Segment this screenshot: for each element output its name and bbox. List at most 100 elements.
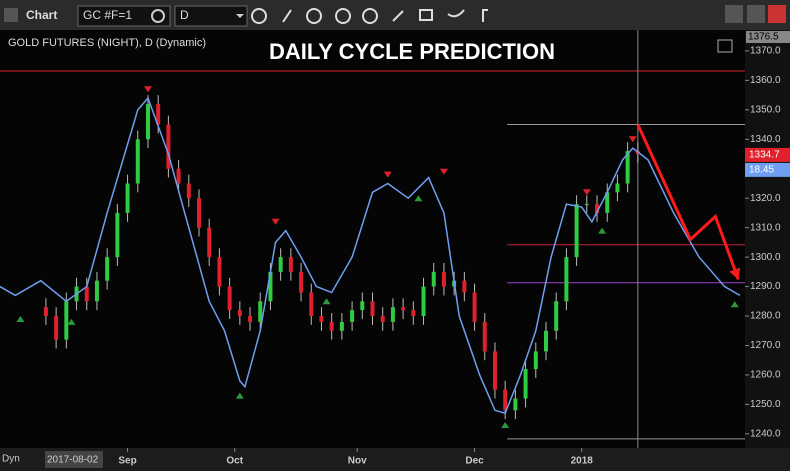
candle-body — [503, 389, 508, 411]
symbol-menu[interactable] — [151, 9, 165, 23]
top-signal — [439, 168, 448, 175]
candle-body — [43, 307, 48, 317]
candle-body — [329, 321, 334, 331]
candle-body — [339, 321, 344, 331]
candle-body — [115, 212, 120, 258]
candle-body — [84, 286, 89, 302]
bottom-signal — [67, 318, 76, 325]
symbol-box[interactable] — [77, 5, 171, 27]
top-signal — [143, 86, 152, 93]
cursor-date: 2017-08-02 — [47, 455, 99, 466]
candle-body — [135, 139, 140, 184]
candle-body — [462, 280, 467, 293]
x-tick-label: Dec — [465, 456, 484, 467]
cycle-line — [0, 96, 741, 415]
candle-body — [248, 316, 253, 322]
candle-body — [421, 286, 426, 317]
y-tick-label: 1300.0 — [750, 252, 781, 263]
bottom-signal — [598, 227, 607, 234]
y-tick-label: 1240.0 — [750, 429, 781, 440]
y-tick-label: 1260.0 — [750, 370, 781, 381]
candle-body — [625, 151, 630, 184]
last-price-box — [745, 147, 790, 162]
app-name: Chart — [26, 8, 57, 22]
cycle-readout: 18.45 — [749, 165, 774, 176]
top-label: 1376.5 — [748, 32, 779, 43]
y-tick-label: 1270.0 — [750, 340, 781, 351]
candle-body — [513, 398, 518, 411]
y-tick-label: 1360.0 — [750, 75, 781, 86]
y-tick-label: 1320.0 — [750, 193, 781, 204]
candle-body — [217, 257, 222, 287]
window-btn[interactable] — [747, 5, 765, 23]
candle-body — [350, 310, 355, 322]
y-tick-label: 1280.0 — [750, 311, 781, 322]
dropdown[interactable] — [236, 14, 244, 18]
candle-body — [574, 204, 579, 258]
candle-body — [258, 301, 263, 322]
interval-box[interactable] — [174, 5, 248, 27]
bottom-signal — [235, 392, 244, 399]
candle-body — [482, 321, 487, 352]
candle-body — [197, 198, 202, 228]
candle-body — [54, 316, 59, 340]
x-tick-label: Oct — [226, 456, 243, 467]
price-axis — [745, 30, 790, 448]
candle-body — [533, 351, 538, 370]
top-signal — [582, 189, 591, 196]
candle-body — [584, 204, 589, 206]
arrow-head — [729, 267, 741, 280]
cycle-readout-box — [745, 162, 790, 177]
interval[interactable]: D — [180, 8, 189, 22]
candle-body — [207, 227, 212, 258]
y-tick-label: 1250.0 — [750, 399, 781, 410]
top-label-box — [746, 31, 790, 43]
bottom-signal — [414, 195, 423, 202]
candle-body — [237, 310, 242, 317]
candle-body — [472, 292, 477, 322]
bottom-signal — [16, 315, 25, 322]
y-tick-label: 1290.0 — [750, 281, 781, 292]
y-tick-label: 1310.0 — [750, 222, 781, 233]
chart-subtitle: GOLD FUTURES (NIGHT), D (Dynamic) — [8, 37, 206, 49]
candle-body — [380, 316, 385, 322]
candle-body — [360, 301, 365, 311]
candle-body — [492, 351, 497, 390]
candle-body — [390, 307, 395, 322]
x-tick-label: Nov — [348, 456, 367, 467]
candle-body — [278, 257, 283, 272]
candle-body — [94, 280, 99, 302]
candle-body — [166, 124, 171, 169]
candle-body — [288, 257, 293, 272]
symbol[interactable]: GC #F=1 — [83, 8, 132, 22]
bottom-signal — [322, 298, 331, 305]
candle-body — [543, 330, 548, 352]
maximize[interactable] — [717, 39, 733, 53]
top-signal — [383, 171, 392, 178]
x-tick-label: Sep — [118, 456, 136, 467]
window-btn[interactable] — [725, 5, 743, 23]
y-tick-label: 1350.0 — [750, 104, 781, 115]
candle-body — [319, 316, 324, 322]
candle-body — [615, 183, 620, 193]
plot-area — [0, 30, 745, 448]
x-tick-label: 2018 — [571, 456, 594, 467]
mode: Dyn — [2, 454, 20, 465]
candle-body — [186, 183, 191, 199]
candle-body — [370, 301, 375, 317]
candle-body — [605, 192, 610, 213]
projection-arrow — [636, 123, 740, 281]
candle-body — [309, 292, 314, 317]
candle-body — [64, 301, 69, 340]
tool-icons[interactable] — [251, 8, 488, 24]
y-tick-label: 1370.0 — [750, 46, 781, 57]
candle-body — [125, 183, 130, 213]
candle-body — [554, 301, 559, 331]
last-price: 1334.7 — [749, 150, 780, 161]
candle-body — [401, 307, 406, 311]
candle-body — [156, 103, 161, 125]
close-btn[interactable] — [768, 5, 786, 23]
candle-body — [227, 286, 232, 311]
candle-body — [411, 310, 416, 317]
